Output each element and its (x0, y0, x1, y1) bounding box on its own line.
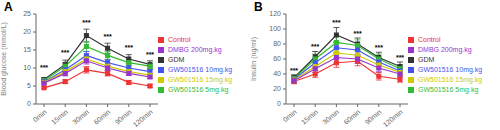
svg-text:Blood glucose (mmol/L): Blood glucose (mmol/L) (8, 22, 9, 96)
svg-text:0: 0 (277, 100, 281, 107)
svg-text:30min: 30min (71, 108, 90, 126)
svg-text:***: *** (290, 67, 298, 74)
svg-text:0min: 0min (32, 108, 48, 123)
svg-text:120min: 120min (132, 108, 154, 128)
svg-text:40: 40 (273, 70, 281, 77)
html-text:DMBG 200mg.kg: DMBG 200mg.kg (168, 46, 222, 53)
html-text:GW501516 10mg.kg: GW501516 10mg.kg (418, 66, 483, 73)
svg-text:90min: 90min (364, 108, 383, 126)
svg-text:20: 20 (23, 28, 31, 35)
html-text:A: A (4, 0, 13, 14)
svg-text:60min: 60min (92, 108, 111, 126)
svg-text:***: *** (61, 49, 69, 56)
svg-text:20: 20 (273, 85, 281, 92)
html-text:GW501516 15mg.kg: GW501516 15mg.kg (418, 76, 483, 83)
svg-text:***: *** (311, 43, 319, 50)
html-text:Control: Control (168, 36, 191, 43)
svg-text:120min: 120min (382, 108, 404, 128)
html-text:GW501516 5mg.kg: GW501516 5mg.kg (168, 86, 229, 93)
html-text:GDM: GDM (168, 56, 185, 63)
svg-text:15: 15 (23, 46, 31, 53)
svg-text:***: *** (354, 30, 362, 37)
svg-text:0min: 0min (282, 108, 298, 123)
svg-text:0: 0 (27, 100, 31, 107)
svg-text:15min: 15min (300, 108, 319, 126)
html-text:B: B (254, 0, 263, 14)
svg-text:80: 80 (273, 40, 281, 47)
html-text:GDM: GDM (418, 56, 435, 63)
svg-text:100: 100 (269, 25, 281, 32)
svg-text:60min: 60min (342, 108, 361, 126)
svg-text:Insulin (ng/ml): Insulin (ng/ml) (250, 37, 258, 81)
svg-text:60: 60 (273, 55, 281, 62)
html-text:DMBG 200mg.kg: DMBG 200mg.kg (418, 46, 472, 53)
svg-text:10: 10 (23, 64, 31, 71)
svg-text:***: *** (332, 19, 340, 26)
svg-text:***: *** (104, 33, 112, 40)
svg-text:120: 120 (269, 10, 281, 17)
svg-text:90min: 90min (114, 108, 133, 126)
svg-text:***: *** (40, 64, 48, 71)
svg-text:***: *** (146, 51, 154, 58)
html-text:GW501516 10mg.kg: GW501516 10mg.kg (168, 66, 233, 73)
svg-text:15min: 15min (50, 108, 69, 126)
svg-text:***: *** (396, 54, 404, 61)
svg-text:30min: 30min (321, 108, 340, 126)
svg-text:5: 5 (27, 82, 31, 89)
svg-text:***: *** (375, 44, 383, 51)
svg-text:***: *** (82, 19, 90, 26)
svg-text:***: *** (125, 44, 133, 51)
html-text:GW501516 15mg.kg: GW501516 15mg.kg (168, 76, 233, 83)
svg-text:25: 25 (23, 10, 31, 17)
html-text:GW501516 5mg.kg: GW501516 5mg.kg (418, 86, 479, 93)
html-text:Control: Control (418, 36, 441, 43)
